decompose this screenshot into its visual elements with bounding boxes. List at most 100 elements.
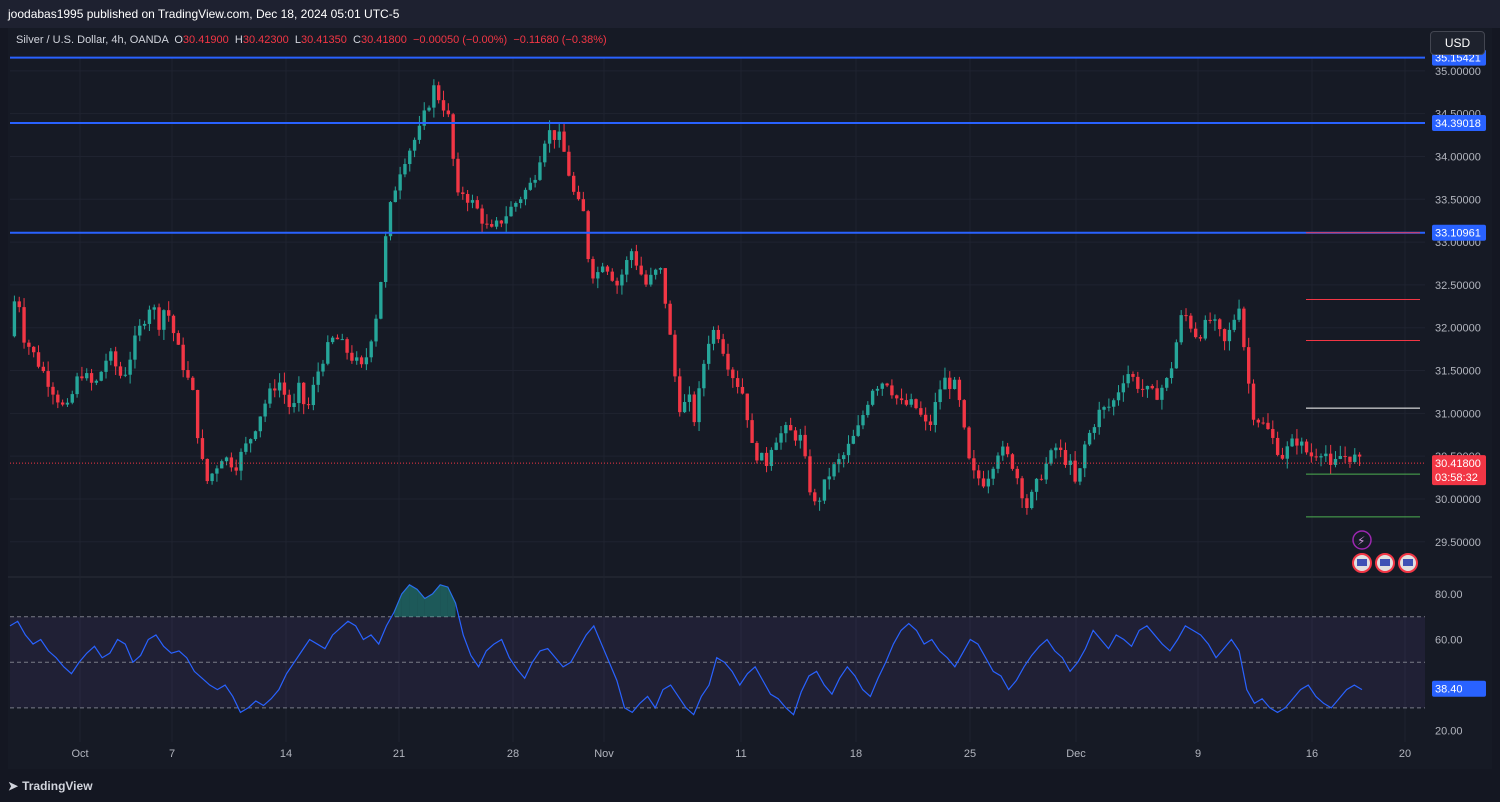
candle-body <box>65 402 70 405</box>
candle-body <box>1300 441 1304 446</box>
candle-body <box>364 357 369 365</box>
candle-body <box>239 451 243 471</box>
candle-body <box>355 357 359 361</box>
candle-body <box>133 335 137 360</box>
candle-body <box>1087 432 1092 445</box>
currency-button[interactable]: USD <box>1430 31 1485 55</box>
symbol-title[interactable]: Silver / U.S. Dollar, 4h, OANDA <box>16 34 169 46</box>
candle-body <box>1078 468 1082 482</box>
candle-body <box>1030 491 1034 509</box>
candle-body <box>1285 446 1289 459</box>
candle-body <box>1357 454 1362 457</box>
price-axis-tick-label: 29.50000 <box>1435 537 1481 549</box>
time-axis-tick-label: 21 <box>393 748 405 760</box>
candle-body <box>1160 387 1164 400</box>
candle-body <box>586 211 590 260</box>
candle-body <box>726 353 730 370</box>
candle-body <box>1348 456 1352 462</box>
candle-body <box>335 337 340 340</box>
candle-body <box>456 158 460 193</box>
candle-body <box>899 398 904 401</box>
brand-label: TradingView <box>22 779 93 793</box>
candle-body <box>895 395 899 399</box>
candle-body <box>1343 456 1347 458</box>
candle-body <box>634 251 639 266</box>
candle-body <box>721 339 725 354</box>
candle-body <box>991 468 995 479</box>
candle-body <box>1247 347 1251 384</box>
price-axis-tick-label: 32.50000 <box>1435 280 1481 292</box>
candle-body <box>451 114 455 159</box>
candle-body <box>475 200 479 209</box>
candle-body <box>27 342 31 347</box>
countdown-label: 03:58:32 <box>1435 472 1478 484</box>
candle-body <box>287 394 291 408</box>
low-value: 30.41350 <box>301 34 347 46</box>
candle-body <box>369 341 373 358</box>
candle-body <box>687 394 692 403</box>
candle-body <box>1063 450 1068 465</box>
chart-frame[interactable] <box>8 28 1492 769</box>
candle-body <box>1136 376 1140 389</box>
rsi-overbought-fill <box>417 589 425 617</box>
rsi-axis-tick-label: 80.00 <box>1435 589 1463 601</box>
candle-body <box>36 352 41 367</box>
candle-body <box>176 333 181 345</box>
candle-body <box>46 371 50 387</box>
candle-body <box>1242 308 1246 348</box>
candle-body <box>745 393 749 421</box>
candle-body <box>764 452 769 466</box>
candle-body <box>870 390 875 405</box>
candle-body <box>56 394 60 403</box>
change-value: −0.00050 (−0.00%) <box>413 34 508 46</box>
time-axis-tick-label: 16 <box>1306 748 1318 760</box>
candle-body <box>118 366 123 376</box>
candle-body <box>948 377 952 389</box>
candle-body <box>962 400 966 428</box>
candle-body <box>1280 454 1285 459</box>
time-axis-tick-label: 28 <box>507 748 519 760</box>
candle-body <box>465 194 470 203</box>
lightning-glyph-icon: ⚡ <box>1357 534 1365 548</box>
resistance-3-label-box <box>1432 224 1486 241</box>
candle-body <box>210 473 214 482</box>
candle-body <box>702 363 706 389</box>
candle-body <box>1333 458 1338 465</box>
candle-body <box>302 382 306 405</box>
candle-body <box>379 281 383 319</box>
rsi-line <box>9 584 1363 716</box>
footer-brand[interactable]: ➤ TradingView <box>8 779 93 793</box>
candle-body <box>1010 454 1015 469</box>
candle-body <box>1039 478 1044 480</box>
candle-body <box>89 373 94 383</box>
candle-body <box>972 458 976 471</box>
candle-body <box>470 200 475 203</box>
candle-body <box>330 337 335 343</box>
candle-body <box>109 351 113 361</box>
candle-body <box>80 376 84 379</box>
candle-body <box>755 442 759 461</box>
candle-body <box>321 363 325 372</box>
candle-body <box>1271 428 1275 438</box>
top-bar: joodabas1995 published on TradingView.co… <box>0 0 1500 28</box>
candle-body <box>538 162 542 180</box>
candle-body <box>1126 374 1130 384</box>
candle-body <box>70 394 74 403</box>
close-label: C <box>353 34 361 46</box>
time-axis-tick-label: 20 <box>1399 748 1411 760</box>
candle-body <box>200 438 205 459</box>
candle-body <box>1275 437 1280 455</box>
candle-body <box>234 467 238 471</box>
candle-body <box>12 301 17 337</box>
candle-body <box>316 371 320 385</box>
candle-body <box>663 268 667 304</box>
candle-body <box>827 476 831 480</box>
candle-body <box>639 265 643 275</box>
candle-body <box>547 130 552 144</box>
candle-body <box>1044 463 1048 480</box>
candle-body <box>441 100 446 111</box>
candle-body <box>658 268 663 270</box>
candle-body <box>909 399 913 405</box>
candle-body <box>490 224 494 227</box>
